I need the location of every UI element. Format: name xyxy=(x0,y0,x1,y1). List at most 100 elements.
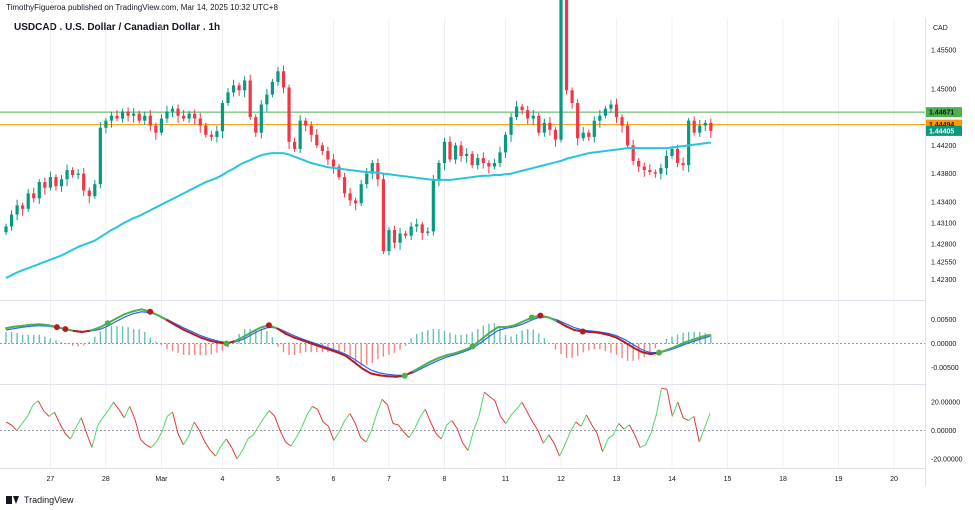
oscillator-segment xyxy=(526,411,534,423)
oscillator-segment xyxy=(704,413,711,428)
candle-body xyxy=(276,71,280,82)
wavetrend-main-segment xyxy=(200,336,211,342)
oscillator-segment xyxy=(96,417,104,427)
tradingview-brand: TradingView xyxy=(6,494,74,506)
x-tick-label: 18 xyxy=(779,476,787,483)
candle-body xyxy=(48,177,52,188)
oscillator-pane xyxy=(0,387,925,460)
oscillator-segment xyxy=(193,421,200,431)
wavetrend-main-segment xyxy=(183,329,194,335)
oscillator-segment xyxy=(225,438,233,448)
oscillator-segment xyxy=(698,427,706,443)
candle-body xyxy=(481,158,485,163)
wavetrend-main-segment xyxy=(250,326,262,333)
candle-body xyxy=(465,153,469,156)
candle-body xyxy=(415,224,419,227)
oscillator-segment xyxy=(532,421,539,431)
oscillator-segment xyxy=(263,410,270,419)
wavetrend-main-segment xyxy=(479,331,491,341)
candle-body xyxy=(498,152,502,163)
candle-body xyxy=(487,163,491,167)
candle-body xyxy=(193,113,197,119)
candle-body xyxy=(59,179,64,187)
candle-body xyxy=(598,115,602,121)
oscillator-segment xyxy=(618,423,625,430)
oscillator-segment xyxy=(107,401,114,411)
oscillator-segment xyxy=(671,402,679,417)
oscillator-segment xyxy=(145,444,152,449)
wavetrend-main-segment xyxy=(352,360,364,370)
cross-dot-sell xyxy=(53,324,60,331)
candle-body xyxy=(148,115,152,126)
wavetrend-main-segment xyxy=(344,354,355,363)
oscillator-segment xyxy=(591,424,598,434)
oscillator-segment xyxy=(483,391,490,397)
candle-body xyxy=(548,122,552,130)
candle-body xyxy=(281,71,286,88)
y-tick-label: 1.45000 xyxy=(931,86,956,93)
oscillator-segment xyxy=(156,431,163,443)
oscillator-segment xyxy=(559,444,566,457)
oscillator-segment xyxy=(553,443,560,457)
oscillator-segment xyxy=(542,434,550,444)
candle-body xyxy=(626,125,630,146)
candle-body xyxy=(698,125,702,133)
candle-body xyxy=(209,134,213,137)
candle-body xyxy=(243,80,247,91)
wavetrend-main-segment xyxy=(513,320,525,327)
oscillator-segment xyxy=(172,411,179,434)
oscillator-segment xyxy=(569,421,577,433)
price-badge-label: 1.44405 xyxy=(929,128,954,135)
candle-body xyxy=(620,117,624,126)
candle-body xyxy=(537,115,541,133)
wavetrend-main-segment xyxy=(378,374,389,378)
candle-body xyxy=(98,127,102,185)
oscillator-segment xyxy=(59,423,66,434)
grid-lines xyxy=(50,18,895,468)
wavetrend-main-segment xyxy=(556,320,567,328)
candle-body xyxy=(237,85,241,91)
oscillator-segment xyxy=(279,430,286,443)
wavetrend-pane xyxy=(0,308,925,379)
candle-body xyxy=(342,177,347,194)
time-axis[interactable]: 27 28 Mar 4 5 6 7 8 11 12 13 14 15 18 19 20 xyxy=(47,476,898,483)
wavetrend-main-segment xyxy=(191,332,203,339)
candle-body xyxy=(248,80,252,118)
oscillator-segment xyxy=(645,433,652,445)
price-axis[interactable]: 1.45500 1.45000 1.44200 1.43800 1.43400 1.431… xyxy=(926,48,963,464)
x-tick-label: 14 xyxy=(668,476,676,483)
oscillator-segment xyxy=(204,441,211,451)
oscillator-segment xyxy=(48,411,55,417)
price-badge-last-price xyxy=(926,125,962,136)
candle-body xyxy=(215,131,219,137)
y-tick-label: 0.00500 xyxy=(931,317,956,324)
wavetrend-main-segment xyxy=(318,345,330,351)
wavetrend-main-segment xyxy=(132,308,143,313)
candle-body xyxy=(320,145,324,152)
candle-body xyxy=(15,205,19,215)
oscillator-segment xyxy=(585,414,593,426)
oscillator-segment xyxy=(16,423,23,431)
candle-body xyxy=(76,173,80,175)
oscillator-segment xyxy=(333,431,340,441)
symbol-title[interactable]: USDCAD . U.S. Dollar / Canadian Dollar .… xyxy=(14,22,221,33)
candle-body xyxy=(392,230,397,243)
oscillator-segment xyxy=(258,417,265,427)
wavetrend-main-segment xyxy=(488,326,499,334)
oscillator-segment xyxy=(376,399,383,414)
candle-body xyxy=(132,113,136,116)
candle-body xyxy=(631,145,635,161)
candle-body xyxy=(687,120,691,166)
oscillator-segment xyxy=(118,409,125,419)
candle-body xyxy=(453,145,458,160)
oscillator-segment xyxy=(693,416,700,442)
oscillator-segment xyxy=(397,424,405,433)
oscillator-segment xyxy=(123,406,131,418)
oscillator-segment xyxy=(408,428,415,438)
candle-body xyxy=(709,122,713,131)
oscillator-segment xyxy=(231,447,238,460)
oscillator-segment xyxy=(419,409,426,419)
oscillator-segment xyxy=(607,434,614,440)
wavetrend-main-segment xyxy=(547,316,559,323)
